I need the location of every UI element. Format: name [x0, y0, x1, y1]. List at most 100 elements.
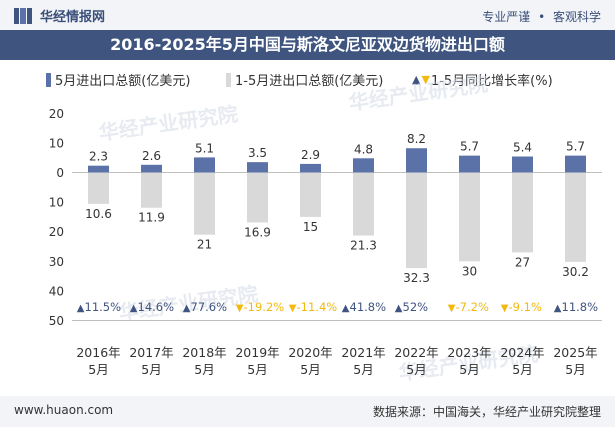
x-tick-label-8-0: 2024年 [500, 345, 544, 360]
y-tick-label: 30 [49, 255, 64, 269]
legend-label-monthly: 5月进出口总额(亿美元) [55, 74, 191, 89]
bar-cumulative-9 [565, 172, 586, 262]
bar-cumulative-1 [141, 172, 162, 208]
y-tick-label: 40 [49, 284, 64, 298]
legend-swatch-cumulative [226, 72, 231, 87]
footer-source: 数据来源：中国海关，华经产业研究院整理 [372, 405, 601, 419]
legend-label-cumulative: 1-5月进出口总额(亿美元) [235, 74, 384, 89]
bar-monthly-1 [141, 164, 162, 173]
watermark-text-1: 华经产业研究院 [347, 72, 489, 115]
label-monthly-0: 2.3 [89, 150, 108, 164]
growth-label-9: 11.8% [562, 300, 599, 314]
label-cumulative-9: 30.2 [562, 265, 589, 279]
legend-item-growth: ▲ ▼ 1-5月同比增长率(%) [412, 70, 553, 89]
y-tick-label: 0 [56, 166, 64, 180]
growth-label-6: 52% [403, 300, 429, 314]
label-cumulative-6: 32.3 [403, 271, 430, 285]
bar-monthly-6 [406, 148, 427, 173]
label-cumulative-0: 10.6 [85, 207, 112, 221]
x-tick-label-1-0: 2017年 [129, 345, 173, 360]
bar-cumulative-5 [353, 172, 374, 236]
slogan-left: 专业严谨 [482, 10, 531, 24]
huajing-logo-icon [14, 7, 32, 24]
bar-cumulative-0 [88, 172, 109, 204]
bar-monthly-0 [88, 165, 109, 173]
chart-title: 2016-2025年5月中国与斯洛文尼亚双边货物进出口额 [0, 30, 615, 60]
footer-url[interactable]: www.huaon.com [14, 403, 114, 417]
bar-monthly-5 [353, 158, 374, 173]
label-cumulative-4: 15 [303, 220, 318, 234]
label-cumulative-7: 30 [462, 264, 477, 278]
x-tick-label-5-0: 2021年 [341, 345, 385, 360]
top-bar: 华经情报网 专业严谨 • 客观科学 [0, 0, 615, 30]
brand-name: 华经情报网 [40, 10, 106, 25]
growth-up-triangle-icon: ▲ [183, 303, 191, 314]
slogan-right: 客观科学 [552, 10, 601, 24]
legend-down-triangle-icon: ▼ [421, 73, 430, 86]
x-tick-label-6-0: 2022年 [394, 345, 438, 360]
x-tick-label-2-1: 5月 [194, 362, 214, 377]
growth-label-8: -9.1% [509, 300, 542, 314]
growth-up-triangle-icon: ▲ [77, 303, 85, 314]
growth-up-triangle-icon: ▲ [342, 303, 350, 314]
label-cumulative-3: 16.9 [244, 226, 271, 240]
label-monthly-9: 5.7 [566, 140, 585, 154]
x-tick-label-9-0: 2025年 [553, 345, 597, 360]
bar-monthly-2 [194, 157, 215, 173]
growth-label-4: -11.4% [297, 300, 338, 314]
bar-monthly-4 [300, 163, 321, 173]
x-tick-label-7-1: 5月 [459, 362, 479, 377]
label-monthly-7: 5.7 [460, 140, 479, 154]
growth-down-triangle-icon: ▼ [236, 303, 244, 314]
growth-down-triangle-icon: ▼ [501, 303, 509, 314]
y-tick-label: 50 [49, 314, 64, 328]
chart-legend: 5月进出口总额(亿美元) 1-5月进出口总额(亿美元) ▲ ▼ 1-5月同比增长… [0, 70, 615, 92]
x-tick-label-1-1: 5月 [141, 362, 161, 377]
x-tick-label-3-1: 5月 [247, 362, 267, 377]
label-cumulative-2: 21 [197, 238, 212, 252]
x-tick-label-9-1: 5月 [565, 362, 585, 377]
legend-up-triangle-icon: ▲ [412, 73, 421, 86]
x-tick-label-4-0: 2020年 [288, 345, 332, 360]
x-tick-label-0-0: 2016年 [76, 345, 120, 360]
y-tick-label: 10 [49, 196, 64, 210]
label-cumulative-5: 21.3 [350, 239, 377, 253]
x-tick-label-0-1: 5月 [88, 362, 108, 377]
growth-up-triangle-icon: ▲ [395, 303, 403, 314]
bar-monthly-8 [512, 156, 533, 173]
growth-label-2: 77.6% [191, 300, 228, 314]
label-monthly-2: 5.1 [195, 141, 214, 155]
growth-label-1: 14.6% [138, 300, 175, 314]
x-tick-label-2-0: 2018年 [182, 345, 226, 360]
x-tick-label-6-1: 5月 [406, 362, 426, 377]
legend-item-monthly: 5月进出口总额(亿美元) [46, 70, 190, 89]
bar-cumulative-2 [194, 172, 215, 235]
bar-monthly-9 [565, 155, 586, 173]
x-tick-label-5-1: 5月 [353, 362, 373, 377]
label-monthly-4: 2.9 [301, 148, 320, 162]
label-cumulative-8: 27 [515, 255, 530, 269]
watermark-text-0: 华经产业研究院 [97, 102, 239, 145]
label-monthly-5: 4.8 [354, 142, 373, 156]
slogan-separator: • [538, 10, 546, 24]
label-monthly-8: 5.4 [513, 141, 532, 155]
bar-cumulative-3 [247, 172, 268, 223]
label-monthly-6: 8.2 [407, 132, 426, 146]
label-monthly-1: 2.6 [142, 149, 161, 163]
bar-cumulative-6 [406, 172, 427, 269]
growth-label-3: -19.2% [244, 300, 285, 314]
bar-layer [88, 148, 586, 269]
bar-monthly-3 [247, 162, 268, 173]
growth-label-7: -7.2% [456, 300, 489, 314]
growth-label-5: 41.8% [350, 300, 387, 314]
legend-item-cumulative: 1-5月进出口总额(亿美元) [226, 70, 383, 89]
y-tick-label: 20 [49, 107, 64, 121]
x-tick-label-3-0: 2019年 [235, 345, 279, 360]
brand: 华经情报网 [14, 6, 105, 25]
label-monthly-3: 3.5 [248, 146, 267, 160]
slogan: 专业严谨 • 客观科学 [482, 8, 601, 25]
growth-up-triangle-icon: ▲ [554, 303, 562, 314]
label-cumulative-1: 11.9 [138, 211, 165, 225]
